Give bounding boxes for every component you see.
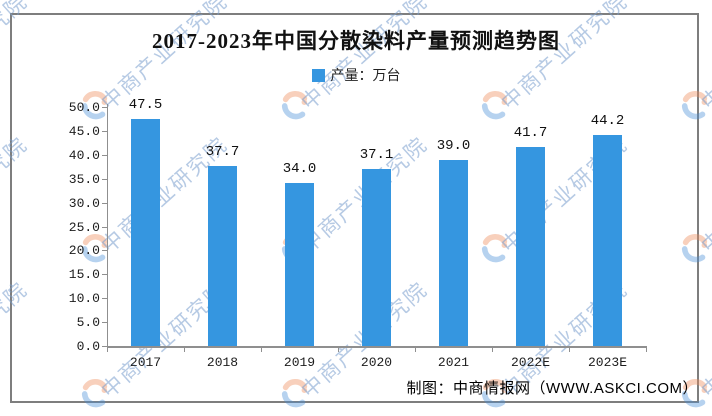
legend-swatch <box>311 68 325 82</box>
y-tick-label: 25.0 <box>68 219 100 235</box>
bar-value-label: 34.0 <box>282 161 317 178</box>
x-axis-tick <box>415 346 416 352</box>
bar <box>362 168 391 346</box>
bar-value-label: 37.1 <box>359 146 394 163</box>
y-tick-label: 15.0 <box>68 267 100 283</box>
y-axis-tick <box>102 298 107 300</box>
y-tick-label: 45.0 <box>68 123 100 139</box>
y-axis-tick <box>102 202 107 204</box>
x-axis-tick <box>338 346 339 352</box>
x-tick-label: 2018 <box>206 355 239 370</box>
legend-label: 产量：万台 <box>330 67 401 83</box>
y-axis-tick <box>102 130 107 132</box>
y-tick-label: 20.0 <box>68 243 100 259</box>
bar-value-label: 47.5 <box>128 96 163 113</box>
y-axis-tick <box>102 322 107 324</box>
bar-value-label: 39.0 <box>436 137 471 154</box>
x-axis-tick <box>261 346 262 352</box>
x-axis-tick <box>569 346 570 352</box>
bar <box>131 118 160 346</box>
y-tick-label: 50.0 <box>68 100 100 115</box>
y-tick-label: 0.0 <box>76 339 100 354</box>
y-tick-label: 35.0 <box>68 171 100 187</box>
x-axis-tick <box>492 346 493 352</box>
y-tick-label: 10.0 <box>68 291 100 307</box>
y-axis-tick <box>102 346 107 347</box>
x-tick-label: 2020 <box>360 355 393 370</box>
legend: 产量：万台 <box>0 65 712 85</box>
x-tick-label: 2017 <box>129 355 162 370</box>
x-axis-tick <box>646 346 647 352</box>
y-axis-tick <box>102 274 107 276</box>
x-tick-label: 2022E <box>510 355 550 370</box>
bar <box>593 134 622 346</box>
bar <box>208 165 237 346</box>
chart-frame-border <box>10 13 699 403</box>
bar <box>439 159 468 346</box>
x-tick-label: 2021 <box>437 355 470 370</box>
x-tick-label: 2019 <box>283 355 316 370</box>
y-axis-tick <box>102 226 107 228</box>
y-axis-tick <box>102 178 107 180</box>
y-tick-label: 5.0 <box>76 315 100 331</box>
x-axis <box>107 346 647 348</box>
x-tick-label: 2023E <box>587 355 627 370</box>
bar <box>516 146 545 346</box>
y-tick-label: 30.0 <box>68 195 100 211</box>
bar <box>285 183 314 346</box>
y-axis-tick <box>102 250 107 252</box>
y-axis-tick <box>102 154 107 156</box>
x-axis-tick <box>184 346 185 352</box>
bar-value-label: 41.7 <box>513 124 548 141</box>
y-tick-label: 40.0 <box>68 147 100 163</box>
y-axis-tick <box>102 107 107 108</box>
bar-value-label: 37.7 <box>205 143 240 160</box>
bar-value-label: 44.2 <box>590 112 625 129</box>
y-axis <box>107 104 108 347</box>
x-axis-tick <box>107 346 108 352</box>
credit-text: 制图：中商情报网（WWW.ASKCI.COM） <box>406 380 698 397</box>
chart-title: 2017-2023年中国分散染料产量预测趋势图 <box>152 29 560 53</box>
